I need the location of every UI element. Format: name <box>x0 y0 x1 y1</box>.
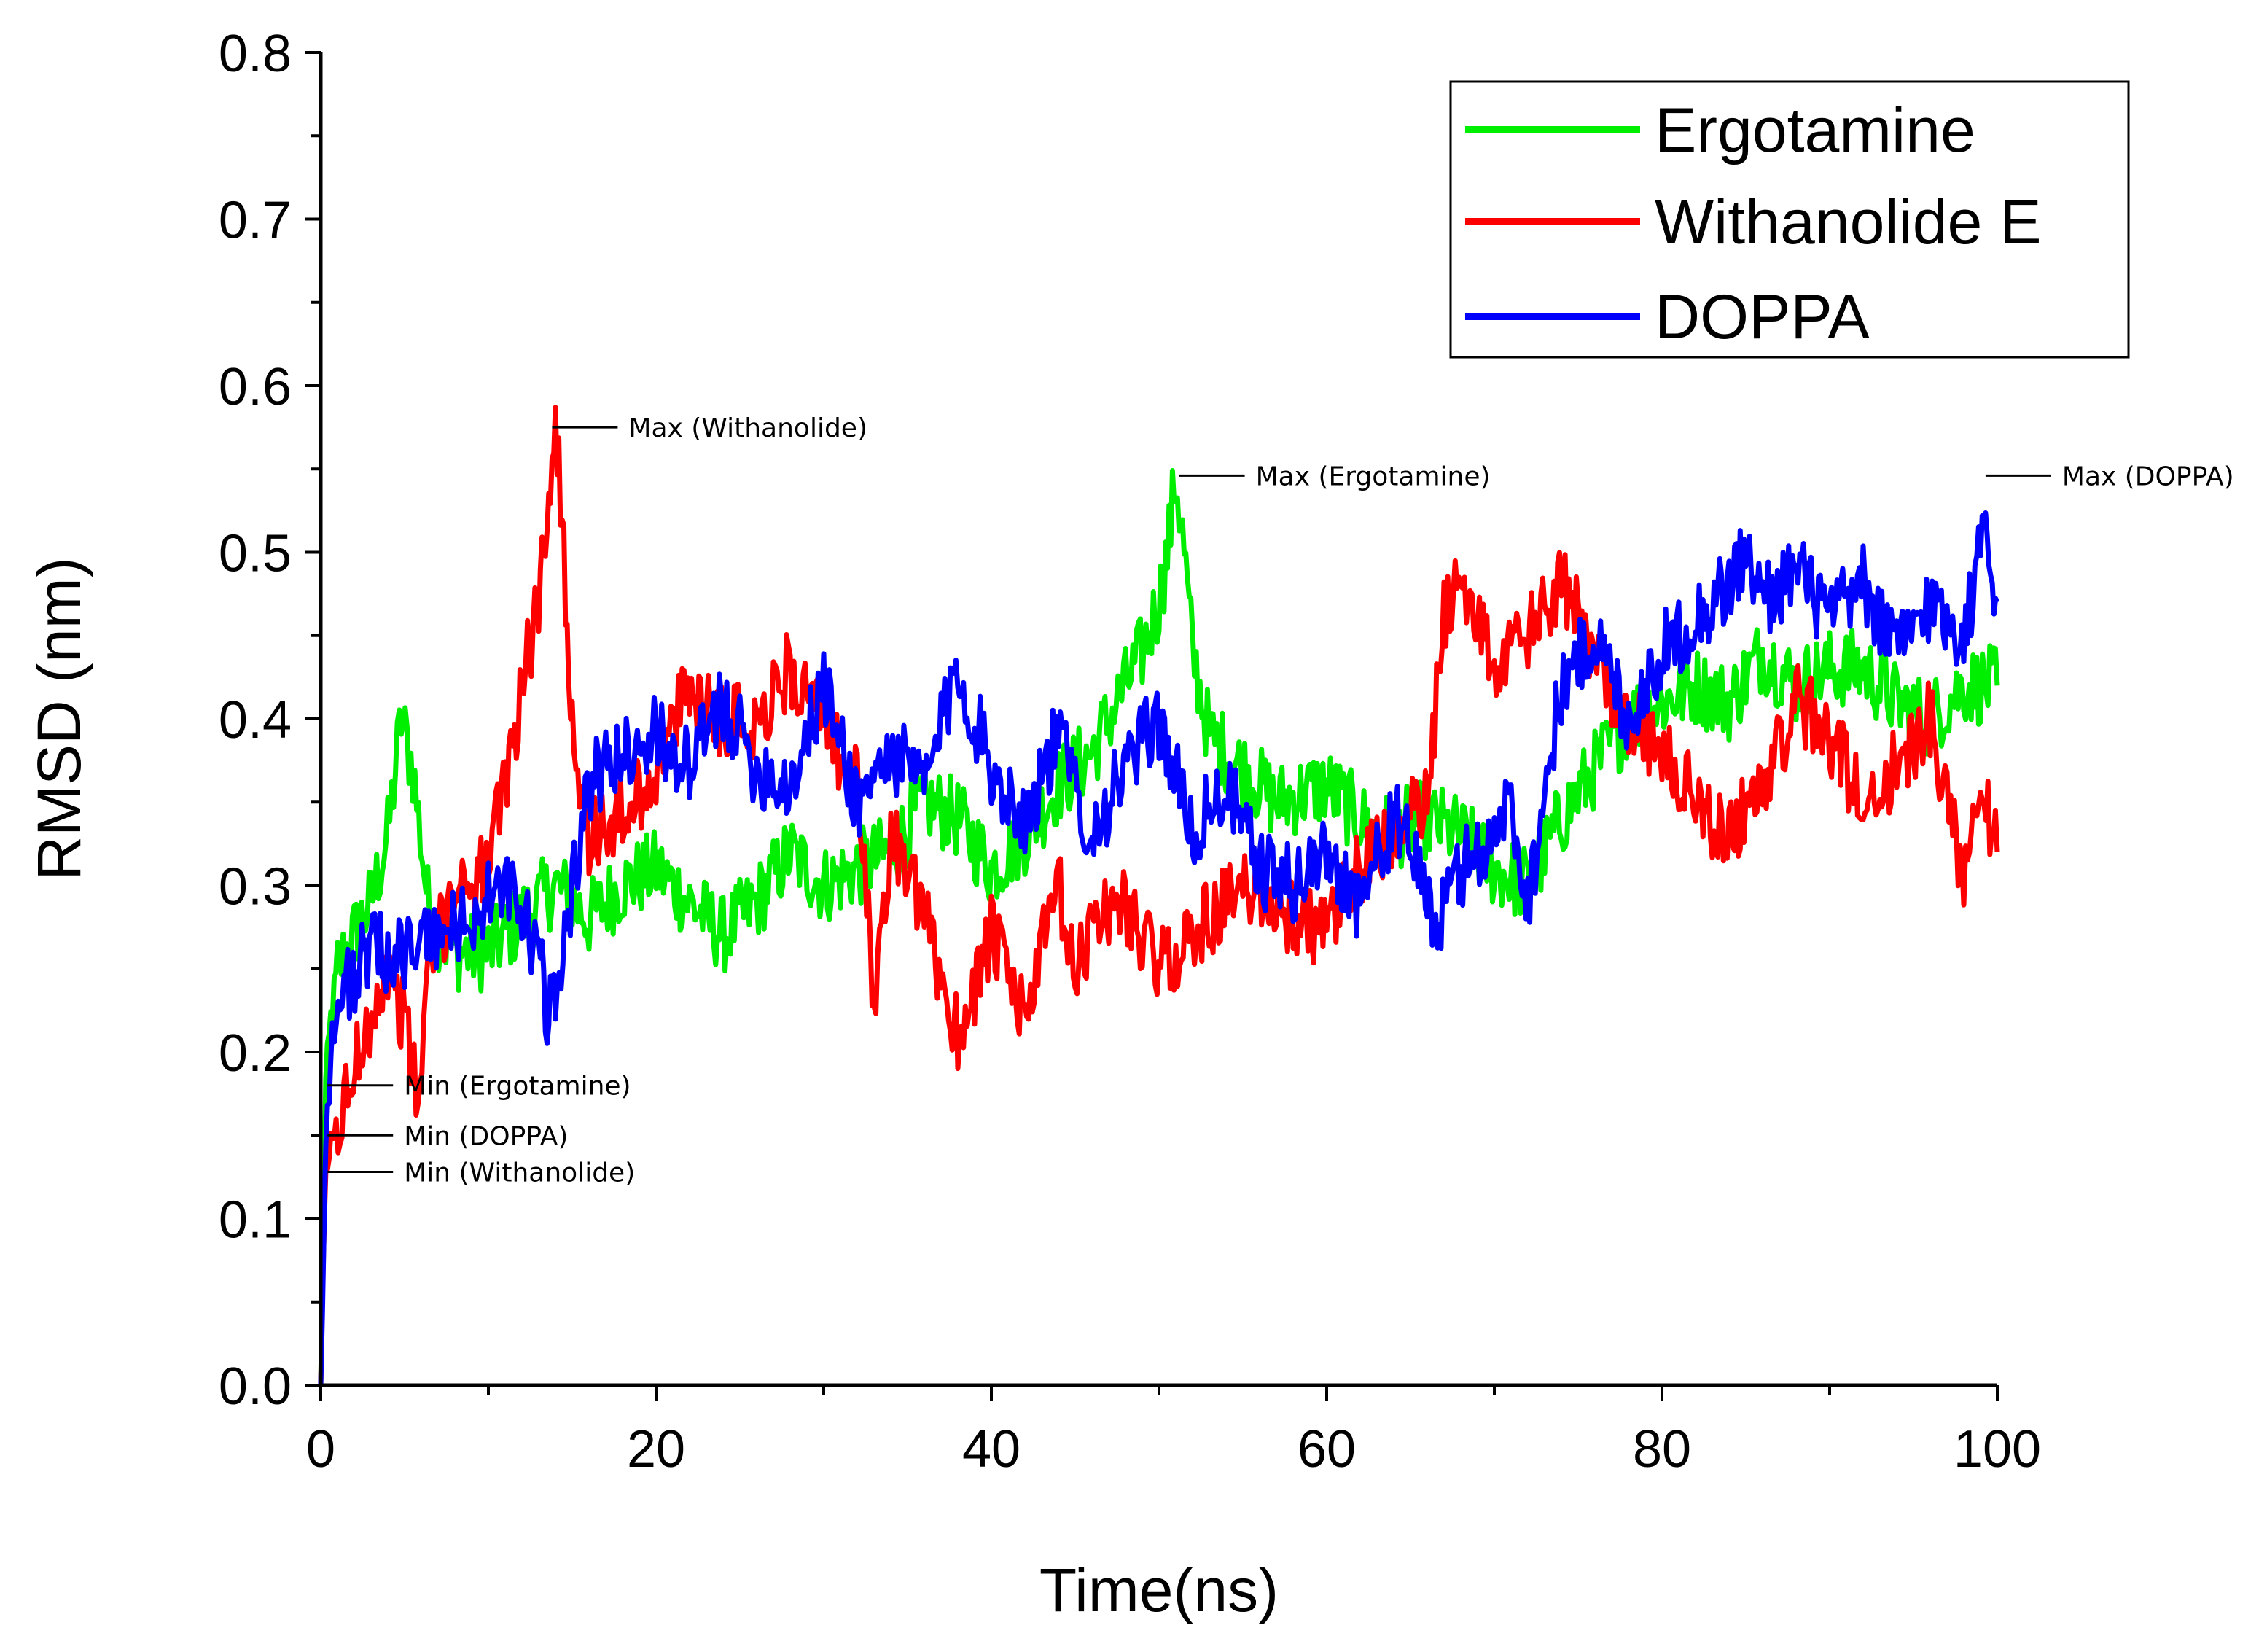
x-tick-label: 60 <box>1298 1420 1356 1478</box>
y-tick-label: 0.5 <box>219 525 292 583</box>
legend-label-doppa: DOPPA <box>1655 282 1870 352</box>
x-tick-label: 40 <box>962 1420 1021 1478</box>
x-tick-label: 80 <box>1633 1420 1691 1478</box>
annotation-label: Min (DOPPA) <box>404 1121 568 1151</box>
y-tick-label: 0.0 <box>219 1357 292 1416</box>
annotation-label: Max (Withanolide) <box>628 413 867 443</box>
ticks: 0 20 40 60 80 100 0.0 0.1 0.2 0.3 0.4 0.5 0.6 0.7 0.8 <box>219 25 2041 1478</box>
series-line-ergotamine <box>318 468 2000 1386</box>
y-tick-label: 0.6 <box>219 358 292 416</box>
legend: Ergotamine Withanolide E DOPPA <box>1449 80 2130 359</box>
annotation-label: Max (DOPPA) <box>2062 461 2234 491</box>
y-tick-label: 0.4 <box>219 691 292 749</box>
annotations: Max (Withanolide) Max (Ergotamine) Max (DO… <box>327 413 2234 1188</box>
series-line-withanolide-e <box>318 405 2000 1386</box>
annotation-label: Min (Ergotamine) <box>404 1072 631 1102</box>
y-tick-label: 0.3 <box>219 858 292 916</box>
y-tick-label: 0.2 <box>219 1024 292 1083</box>
x-tick-label: 100 <box>1954 1420 2041 1478</box>
annotation-label: Max (Ergotamine) <box>1256 461 1491 491</box>
y-tick-label: 0.1 <box>219 1191 292 1250</box>
legend-label-ergotamine: Ergotamine <box>1655 96 1975 165</box>
x-tick-label: 20 <box>627 1420 685 1478</box>
y-axis-title: RMSD (nm) <box>25 557 93 880</box>
plot-lines <box>318 405 2000 1386</box>
series-line-doppa <box>318 510 2000 1386</box>
annotation-label: Min (Withanolide) <box>404 1158 635 1188</box>
y-tick-label: 0.8 <box>219 25 292 83</box>
x-tick-label: 0 <box>306 1420 335 1478</box>
x-axis-title: Time(ns) <box>1039 1556 1279 1624</box>
y-tick-label: 0.7 <box>219 192 292 250</box>
legend-label-withanolide-e: Withanolide E <box>1655 187 2042 257</box>
